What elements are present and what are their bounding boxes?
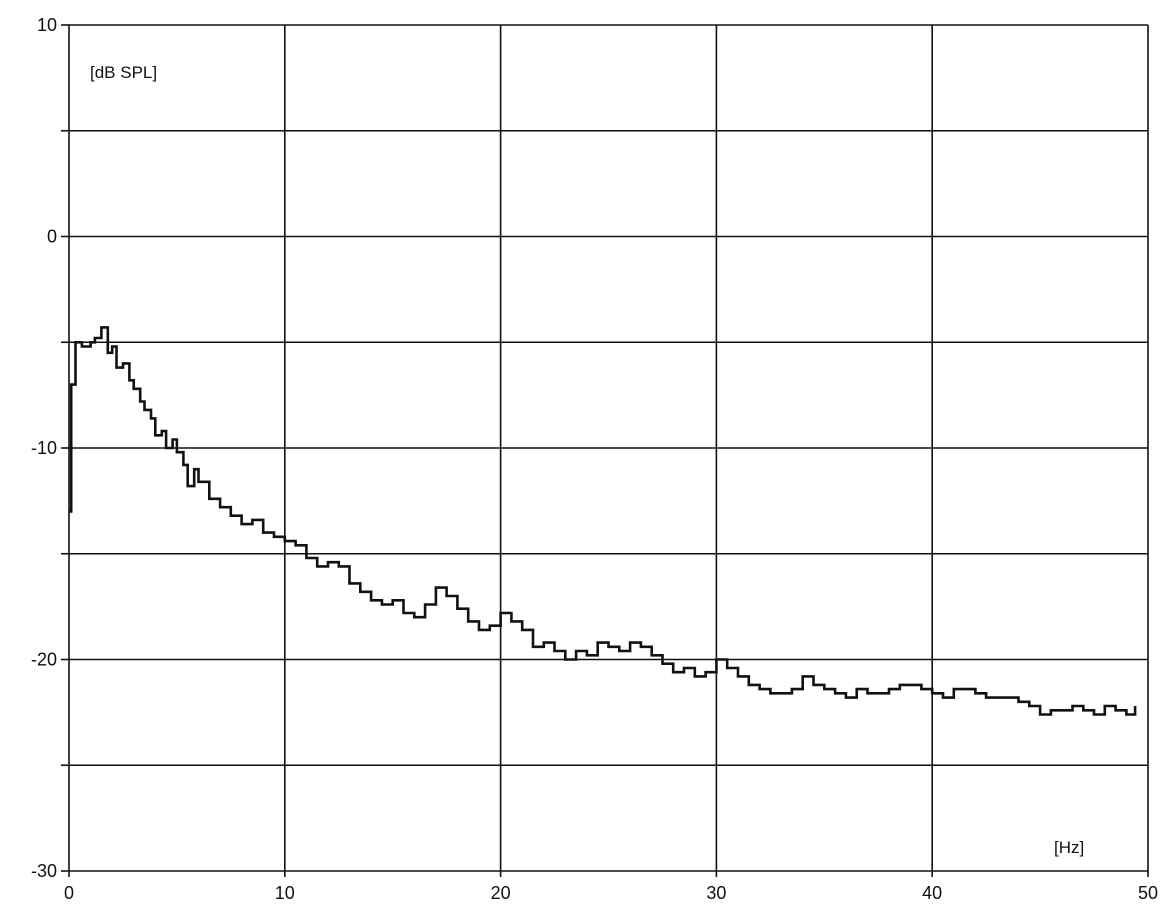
series-layer: [69, 326, 1137, 716]
spectrum-series-line-0: [69, 326, 1137, 716]
x-tick-label-0: 0: [64, 883, 74, 903]
x-tick-label-5: 50: [1138, 883, 1158, 903]
y-tick-label-3: -20: [31, 650, 57, 670]
x-tick-label-3: 30: [706, 883, 726, 903]
y-tick-label-0: 10: [37, 15, 57, 35]
y-tick-label-2: -10: [31, 438, 57, 458]
x-tick-label-4: 40: [922, 883, 942, 903]
tick-labels: 10 0 -10 -20 -30 0 10 20 30 40 50: [31, 15, 1158, 903]
y-tick-label-4: -30: [31, 861, 57, 881]
x-tick-label-2: 20: [491, 883, 511, 903]
y-tick-label-1: 0: [47, 227, 57, 247]
x-tick-label-1: 10: [275, 883, 295, 903]
x-axis-unit-label: [Hz]: [1054, 838, 1084, 857]
y-axis-unit-label: [dB SPL]: [90, 63, 157, 82]
grid: [61, 24, 1149, 877]
